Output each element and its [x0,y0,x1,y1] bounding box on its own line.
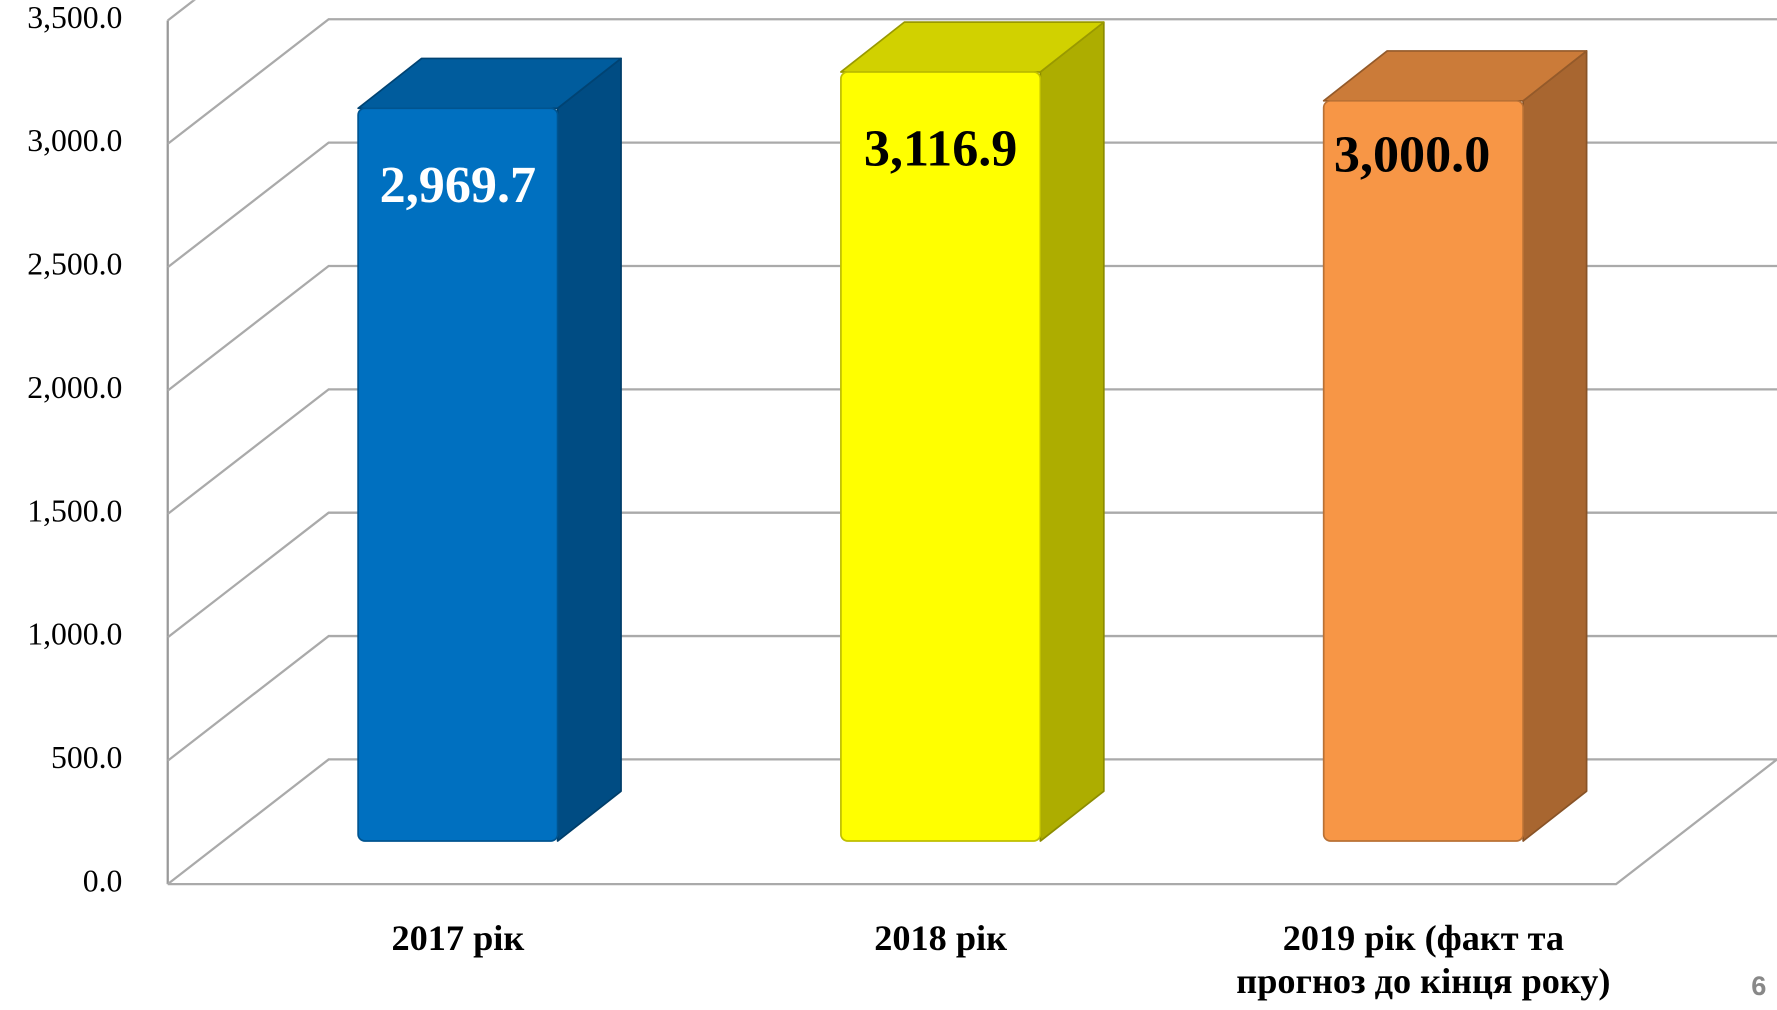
y-tick-label: 2,500.0 [27,247,122,282]
value-label: 3,116.9 [864,121,1018,178]
bar-side [1522,50,1588,842]
plot-area [166,0,1777,886]
value-label: 3,000.0 [1334,127,1490,184]
y-tick-label: 1,500.0 [27,493,122,528]
bar-front [357,107,559,842]
bar [840,21,1105,842]
grid-line [167,264,1777,392]
bar-front [1322,99,1524,842]
x-tick-label-box: 2017 рік [391,916,525,958]
y-tick-label: 0.0 [83,863,123,898]
x-tick-label-box: 2019 рік (факт та прогноз до кінця року) [1236,916,1611,1001]
slide-number: 6 [1751,970,1766,1001]
grid-line [167,18,1777,145]
grid-line [167,758,1777,885]
x-tick-label: 2018 рік [874,916,1007,958]
grid-line [167,0,196,22]
y-tick-label: 500.0 [51,740,122,775]
bar [357,57,622,842]
bar [1322,50,1588,842]
value-label: 2,969.7 [380,157,536,214]
bar-front [840,71,1042,842]
x-tick-label: 2019 рік (факт та прогноз до кінця року) [1236,916,1611,1001]
grid-line [167,388,1777,515]
y-tick-label: 2,000.0 [27,370,122,405]
bar-side [556,57,622,842]
bar-side [1039,21,1105,842]
grid-line [167,511,1777,639]
y-tick-label: 1,000.0 [27,617,122,652]
y-tick-label: 3,000.0 [27,123,122,158]
grid-line [167,141,1777,269]
y-tick-label: 3,500.0 [27,0,122,35]
floor-edge [167,758,1777,886]
grid-line [167,634,1777,762]
x-tick-label: 2017 рік [391,916,525,958]
x-tick-label-box: 2018 рік [874,916,1007,958]
